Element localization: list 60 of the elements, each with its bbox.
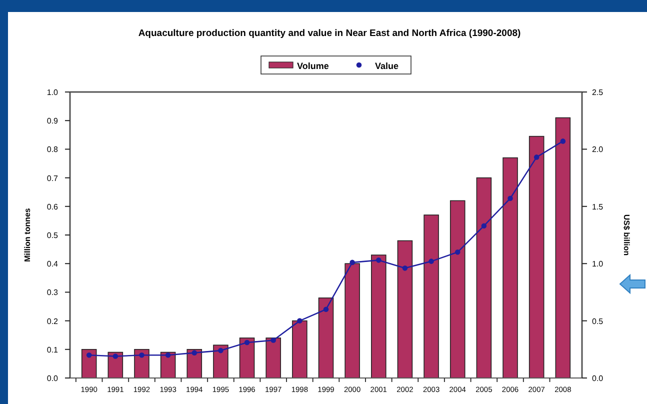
bar — [239, 338, 255, 378]
y2-tick-label: 1.0 — [592, 260, 604, 269]
bar — [160, 352, 176, 378]
point — [350, 260, 355, 266]
y-tick-label: 0.3 — [46, 288, 59, 298]
bar — [134, 349, 150, 378]
point — [218, 348, 224, 354]
point — [244, 340, 250, 346]
y-tick-label: 0.4 — [46, 260, 59, 269]
point — [297, 318, 302, 324]
bar — [108, 352, 124, 378]
bar — [424, 214, 439, 378]
point — [139, 352, 144, 358]
point — [454, 250, 460, 255]
point — [323, 306, 329, 312]
bar — [266, 338, 281, 378]
point — [165, 352, 171, 358]
y2-tick-label: 0.0 — [592, 374, 604, 383]
point — [560, 138, 566, 144]
y-axis-title: Million tonnes — [23, 208, 32, 262]
bar — [450, 200, 466, 378]
point — [481, 223, 487, 228]
y-tick-label: 0.0 — [46, 374, 59, 383]
bar — [528, 136, 544, 378]
y2-tick-label: 2.0 — [592, 145, 604, 154]
y2-tick-label: 2.5 — [592, 88, 604, 97]
y2-tick-label: 1.5 — [592, 202, 604, 212]
bar — [502, 157, 518, 378]
y-tick-label: 0.6 — [46, 202, 59, 212]
point — [428, 258, 434, 264]
chart-title: Aquaculture production quantity and value in Near East and North Africa (1990-2008) — [138, 28, 521, 39]
point — [86, 352, 92, 358]
point — [402, 266, 408, 271]
point — [534, 154, 540, 160]
bar — [186, 349, 202, 378]
y2-tick-label: 0.5 — [592, 316, 604, 326]
bar — [318, 298, 334, 378]
bar — [397, 240, 413, 378]
bar — [555, 117, 571, 378]
y-tick-label: 0.7 — [46, 174, 59, 183]
y-tick-label: 0.5 — [46, 231, 59, 240]
point — [192, 350, 198, 356]
legend-label: Value — [375, 61, 399, 71]
y2-axis-title: US$ billion — [622, 214, 631, 256]
y-tick-label: 0.2 — [46, 316, 59, 326]
y-tick-label: 1.0 — [46, 88, 59, 97]
bar — [476, 177, 492, 378]
y-tick-label: 0.9 — [46, 116, 59, 126]
bar — [213, 344, 228, 378]
bar — [292, 320, 308, 378]
legend-label: Volume — [297, 61, 329, 71]
y-tick-label: 0.1 — [46, 345, 59, 354]
point — [112, 354, 118, 359]
y-tick-label: 0.8 — [46, 145, 59, 154]
bar — [371, 254, 386, 378]
point — [508, 196, 513, 202]
bar — [81, 349, 97, 378]
point — [270, 338, 276, 343]
point — [376, 258, 382, 263]
bar — [344, 263, 360, 378]
